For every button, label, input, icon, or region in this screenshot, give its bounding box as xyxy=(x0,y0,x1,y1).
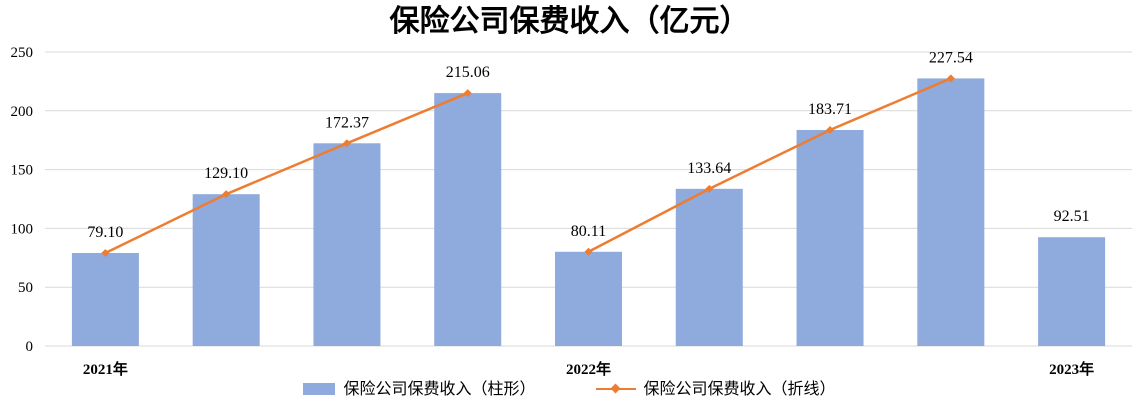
legend-line-label: 保险公司保费收入（折线） xyxy=(643,379,836,398)
bar xyxy=(434,93,502,346)
x-year-label: 2021年 xyxy=(83,360,128,378)
y-tick-label: 200 xyxy=(11,104,34,120)
line-point xyxy=(222,190,231,199)
x-axis-year-labels: 2021年 2022年 2023年 xyxy=(83,360,1094,378)
y-tick-label: 100 xyxy=(11,221,34,237)
legend: 保险公司保费收入（柱形） 保险公司保费收入（折线） xyxy=(0,378,1139,400)
line-point xyxy=(826,125,835,134)
y-tick-label: 150 xyxy=(11,163,34,179)
bar xyxy=(192,194,260,346)
bar xyxy=(675,188,743,346)
y-axis: 0 50 100 150 200 250 xyxy=(11,45,34,355)
bar xyxy=(796,129,864,346)
chart-title: 保险公司保费收入（亿元） xyxy=(389,4,750,39)
data-label: 133.64 xyxy=(687,160,731,177)
legend-bar-label: 保险公司保费收入（柱形） xyxy=(343,379,536,398)
bar xyxy=(313,143,381,346)
bar xyxy=(71,252,139,346)
line-series xyxy=(101,74,955,257)
legend-bar-swatch xyxy=(303,383,336,395)
line-point xyxy=(584,247,593,256)
line-point xyxy=(705,184,714,193)
data-label: 79.10 xyxy=(87,224,123,241)
line-point xyxy=(946,74,955,83)
data-label: 129.10 xyxy=(204,165,248,182)
data-labels: 79.10 129.10 172.37 215.06 80.11 133.64 183.71… xyxy=(87,49,1089,241)
bar xyxy=(1038,237,1106,346)
y-tick-label: 50 xyxy=(18,280,33,296)
y-tick-label: 250 xyxy=(11,45,34,61)
data-label: 183.71 xyxy=(808,101,852,118)
data-label: 80.11 xyxy=(571,223,606,240)
line-point xyxy=(101,248,110,257)
line-segment xyxy=(587,77,952,253)
data-label: 172.37 xyxy=(325,114,369,131)
legend-item-line: 保险公司保费收入（折线） xyxy=(595,378,836,400)
bar-series xyxy=(71,78,1106,346)
legend-line-swatch xyxy=(595,383,636,395)
x-year-label: 2022年 xyxy=(566,360,611,378)
line-segment xyxy=(104,91,469,255)
y-tick-label: 0 xyxy=(26,339,34,355)
data-label: 215.06 xyxy=(446,64,490,81)
line-point xyxy=(463,89,472,98)
bar xyxy=(555,251,622,346)
data-label: 92.51 xyxy=(1054,208,1090,225)
x-year-label: 2023年 xyxy=(1049,360,1094,378)
data-label: 227.54 xyxy=(929,49,973,66)
line-point xyxy=(342,139,351,148)
legend-item-bar: 保险公司保费收入（柱形） xyxy=(303,378,536,400)
bar xyxy=(917,78,985,346)
